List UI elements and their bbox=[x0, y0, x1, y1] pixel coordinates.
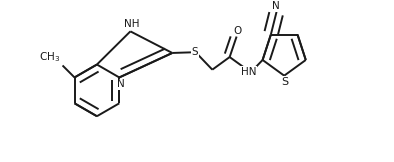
Text: CH$_3$: CH$_3$ bbox=[39, 50, 60, 64]
Text: HN: HN bbox=[241, 67, 256, 77]
Text: N: N bbox=[117, 79, 125, 89]
Text: O: O bbox=[233, 26, 242, 36]
Text: N: N bbox=[272, 1, 280, 11]
Text: S: S bbox=[282, 77, 289, 87]
Text: S: S bbox=[191, 47, 198, 57]
Text: NH: NH bbox=[124, 19, 140, 29]
